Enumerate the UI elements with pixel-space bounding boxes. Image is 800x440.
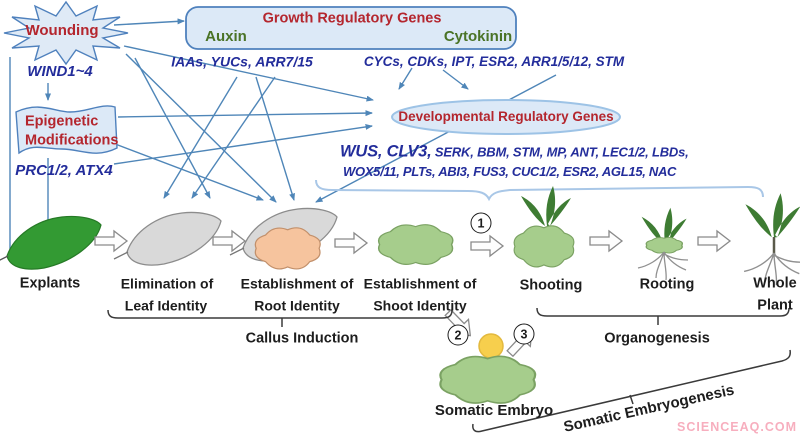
shoot-callus-icon [377, 223, 454, 266]
step-2-badge: 2 [447, 324, 469, 346]
developmental-genes-line2: WOX5/11, PLTs, ABI3, FUS3, CUC1/2, ESR2,… [343, 164, 677, 180]
developmental-genes-title: Developmental Regulatory Genes [398, 108, 614, 124]
rooting-plant-icon [637, 207, 689, 281]
cytokinin-genes: CYCs, CDKs, IPT, ESR2, ARR1/5/12, STM [363, 53, 625, 69]
step-3-badge: 3 [513, 323, 535, 345]
arrow-arr-to-leaf [191, 76, 276, 199]
growth-genes-box [185, 6, 517, 50]
stage-arrow-6 [697, 230, 731, 252]
prc-genes: PRC1/2, ATX4 [15, 162, 113, 180]
stage-label-elimination-2: Leaf Identity [124, 297, 208, 314]
watermark: SCIENCEAQ.COM [677, 420, 797, 434]
somatic-embryogenesis-tick [629, 394, 634, 405]
stage-arrow-3 [334, 232, 368, 254]
stage-label-elimination-1: Elimination of [120, 275, 214, 292]
shooting-plant-icon [513, 186, 575, 268]
stage-label-whole-1: Whole [753, 275, 797, 292]
root-callus-icon [229, 207, 338, 270]
developmental-genes-emphasis: WUS, CLV3, [340, 142, 432, 161]
epigenetic-label-line2: Modifications [25, 132, 119, 149]
developmental-genes-line1: WUS, CLV3, SERK, BBM, STM, MP, ANT, LEC1… [340, 143, 689, 160]
epigenetic-label-line1: Epigenetic [25, 113, 99, 130]
callus-induction-bracket [107, 309, 453, 319]
auxin-genes: IAAs, YUCs, ARR7/15 [171, 53, 313, 70]
arrow-cyc-to-root [315, 74, 557, 203]
wounding-burst-shape [3, 0, 129, 66]
arrow-iaa-to-leaf [163, 76, 238, 199]
somatic-embryogenesis-bracket [472, 349, 791, 433]
callus-induction-label: Callus Induction [245, 330, 359, 347]
bleached-leaf-icon [113, 211, 222, 266]
growth-genes-title: Growth Regulatory Genes [262, 10, 442, 27]
arrow-cyc-to-dev-right [442, 69, 469, 90]
whole-plant-icon [743, 193, 800, 286]
arrow-wounding-to-leaf [134, 57, 211, 199]
stage-label-whole-2: Plant [757, 297, 793, 314]
organogenesis-label: Organogenesis [604, 330, 710, 347]
wounding-label: Wounding [25, 22, 99, 40]
stage-label-root-1: Establishment of [240, 275, 354, 292]
stage-arrow-5 [589, 230, 623, 252]
explant-leaf-icon [0, 215, 102, 270]
cytokinin-label: Cytokinin [443, 28, 513, 46]
stage-label-root-2: Root Identity [254, 297, 340, 314]
developmental-genes-ellipse [391, 99, 621, 135]
arrow-wounding-to-root [125, 53, 277, 203]
arrow-cyc-to-dev-left [398, 67, 413, 90]
arrow-iaa-to-root [255, 76, 295, 201]
developmental-genes-rest: SERK, BBM, STM, MP, ANT, LEC1/2, LBDs, [431, 144, 689, 160]
arrow-epigenetic-to-dev [117, 110, 373, 118]
arrow-wounding-to-dev [123, 45, 374, 102]
epigenetic-banner-shape [15, 105, 118, 155]
stage-arrow-4 [470, 235, 504, 257]
somatic-embryo-icon [439, 333, 537, 405]
arrow-prc-to-dev [113, 123, 373, 165]
wind-genes: WIND1~4 [27, 63, 93, 81]
step-1-badge: 1 [470, 212, 492, 234]
somatic-embryo-label: Somatic Embryo [434, 402, 554, 420]
stage-arrow-2 [212, 230, 246, 252]
auxin-label: Auxin [205, 28, 247, 46]
stage-label-shooting: Shooting [519, 277, 583, 294]
stage-label-rooting: Rooting [639, 276, 695, 293]
arrow-epigenetic-to-root [109, 141, 264, 201]
organogenesis-bracket [536, 307, 790, 317]
stage-label-shoot-1: Establishment of [363, 275, 477, 292]
gene-action-brace [315, 179, 764, 202]
stage-label-shoot-2: Shoot Identity [373, 297, 467, 314]
stage-arrow-1 [94, 230, 128, 252]
stage-label-explants: Explants [19, 275, 81, 292]
arrow-wounding-to-growth [113, 18, 185, 26]
